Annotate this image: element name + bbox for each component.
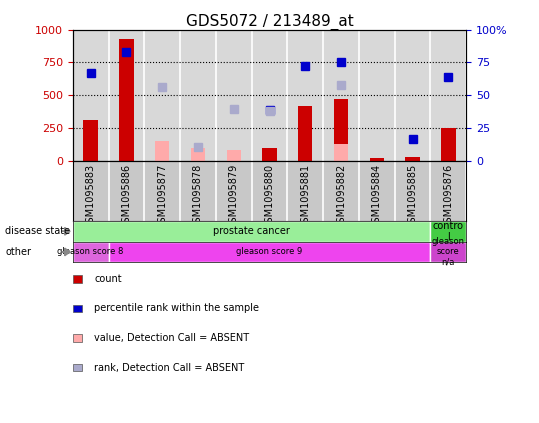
Bar xyxy=(298,107,313,161)
Bar xyxy=(405,157,420,161)
Text: GSM1095882: GSM1095882 xyxy=(336,164,346,229)
Bar xyxy=(334,144,348,161)
Bar xyxy=(262,148,277,161)
Bar xyxy=(334,99,348,161)
Text: gleason score 9: gleason score 9 xyxy=(237,247,302,256)
Text: contro
l: contro l xyxy=(433,220,464,242)
Bar xyxy=(226,151,241,161)
Text: percentile rank within the sample: percentile rank within the sample xyxy=(94,303,259,313)
Text: disease state: disease state xyxy=(5,226,71,236)
Text: GSM1095878: GSM1095878 xyxy=(193,164,203,229)
Text: GSM1095883: GSM1095883 xyxy=(86,164,95,229)
Text: GSM1095880: GSM1095880 xyxy=(265,164,274,229)
Text: other: other xyxy=(5,247,31,257)
Text: prostate cancer: prostate cancer xyxy=(213,226,290,236)
Bar xyxy=(431,221,466,242)
Text: GSM1095879: GSM1095879 xyxy=(229,164,239,229)
Bar xyxy=(119,39,134,161)
Text: GSM1095876: GSM1095876 xyxy=(444,164,453,229)
Bar xyxy=(370,158,384,161)
Text: GSM1095886: GSM1095886 xyxy=(121,164,132,229)
Bar xyxy=(84,120,98,161)
Text: rank, Detection Call = ABSENT: rank, Detection Call = ABSENT xyxy=(94,363,245,373)
Text: gleason score 8: gleason score 8 xyxy=(58,247,124,256)
Text: GSM1095885: GSM1095885 xyxy=(407,164,418,229)
Bar xyxy=(441,128,455,161)
Bar xyxy=(155,140,169,161)
Text: count: count xyxy=(94,274,122,284)
Title: GDS5072 / 213489_at: GDS5072 / 213489_at xyxy=(185,14,354,30)
Bar xyxy=(191,148,205,161)
Text: value, Detection Call = ABSENT: value, Detection Call = ABSENT xyxy=(94,333,250,343)
Bar xyxy=(191,157,205,161)
Bar xyxy=(431,242,466,262)
Text: GSM1095884: GSM1095884 xyxy=(372,164,382,229)
Bar xyxy=(155,158,169,161)
Bar xyxy=(108,242,431,262)
Text: gleason
score
n/a: gleason score n/a xyxy=(432,237,465,267)
Text: GSM1095881: GSM1095881 xyxy=(300,164,310,229)
Text: GSM1095877: GSM1095877 xyxy=(157,164,167,229)
Bar xyxy=(73,242,108,262)
